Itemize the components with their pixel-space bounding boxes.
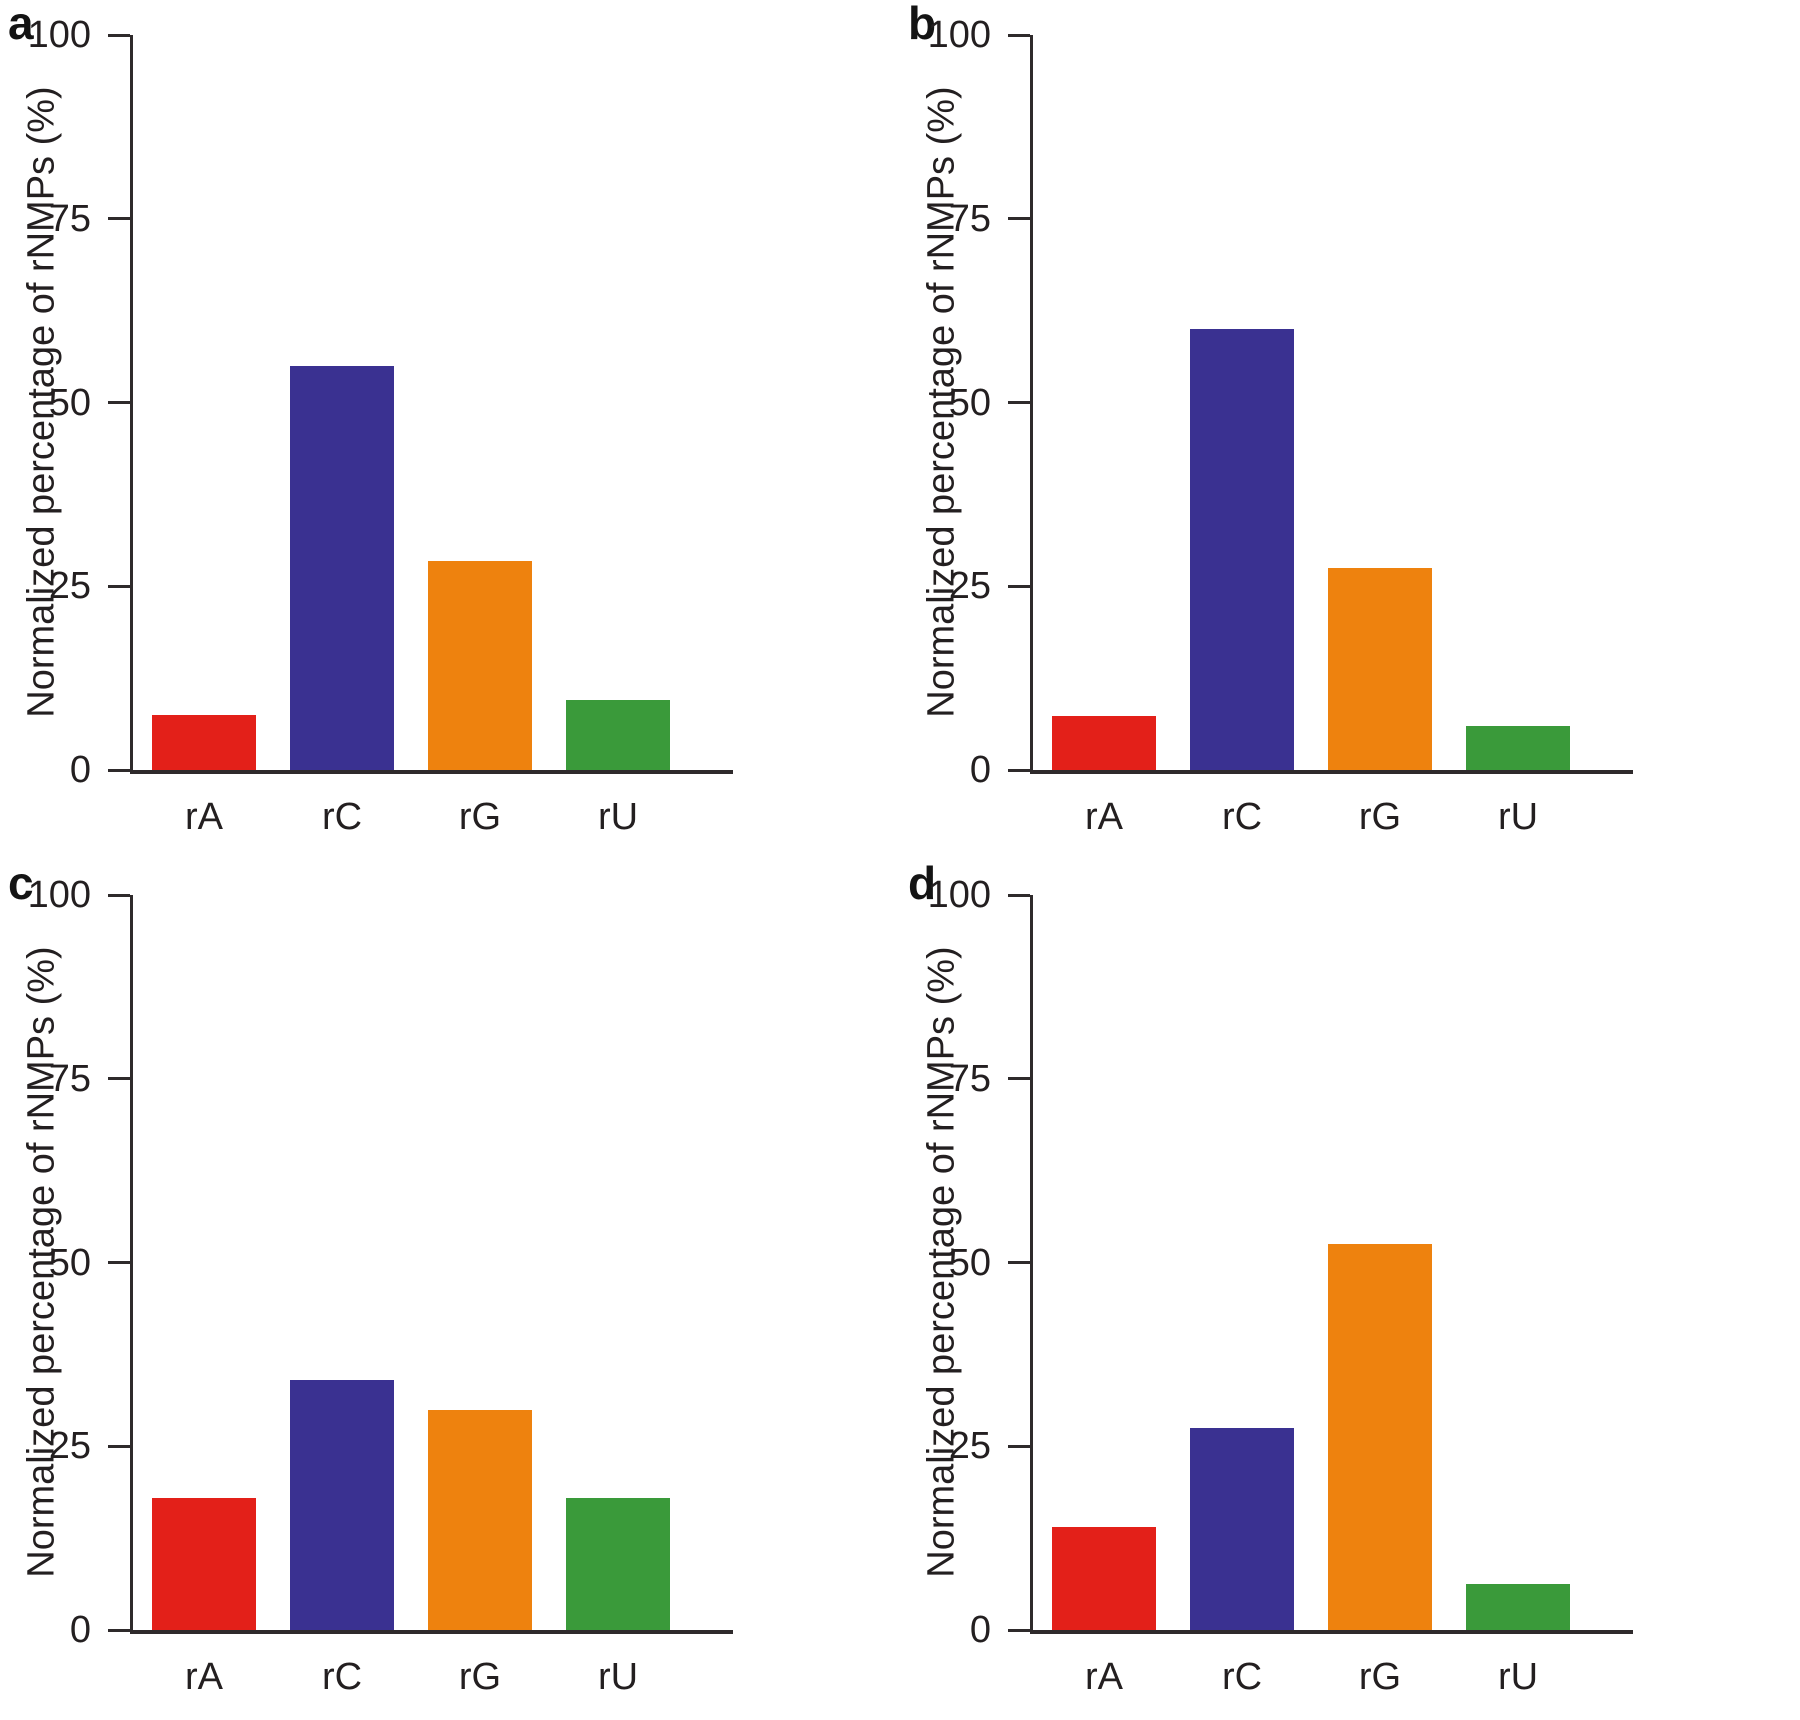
y-axis-tick-label: 100 (927, 14, 991, 56)
y-axis-tick (1008, 217, 1030, 221)
y-axis-tick (1008, 584, 1030, 588)
y-axis-tick-label: 100 (27, 874, 91, 916)
bar-rU (1466, 1583, 1570, 1630)
y-axis-tick (1008, 401, 1030, 404)
chart-panel: b Normalized percentage of rNMPs (%) 0 25… (900, 0, 1800, 860)
bar-rU (1466, 725, 1570, 770)
y-axis-tick-label: 0 (969, 749, 991, 791)
bar-rA (152, 1497, 256, 1630)
y-axis-tick (108, 768, 130, 772)
y-axis-tick-label: 25 (948, 565, 991, 608)
plot-area: 0 25 50 75 100 rA rC rG rU (928, 16, 1633, 836)
x-category-label: rC (1221, 1656, 1263, 1698)
y-axis-tick (1008, 33, 1030, 37)
y-axis-tick (108, 217, 130, 221)
x-category-label: rG (1358, 1656, 1402, 1698)
x-category-label: rA (185, 796, 223, 838)
x-category-label: rC (321, 1656, 363, 1698)
y-axis-tick-label: 50 (48, 1241, 91, 1284)
bar-rG (1328, 1244, 1432, 1630)
y-axis-tick-label: 50 (948, 1241, 991, 1284)
x-category-label: rU (1497, 1656, 1539, 1698)
panel-letter-label: a (8, 0, 34, 49)
y-axis-tick-label: 75 (948, 197, 991, 240)
x-category-label: rA (185, 1656, 223, 1698)
bar-rA (1052, 716, 1156, 770)
y-axis-tick (1008, 768, 1030, 772)
bar-rG (428, 560, 532, 770)
y-axis-tick (108, 1444, 130, 1448)
x-category-label: rA (1085, 796, 1123, 838)
bar-rC (290, 1380, 394, 1630)
bar-rC (290, 365, 394, 770)
panel-letter-label: b (908, 0, 937, 49)
bar-rU (566, 1497, 670, 1630)
plot-area: 0 25 50 75 100 rA rC rG rU (928, 876, 1633, 1696)
x-category-label: rU (597, 796, 639, 838)
y-axis-tick-label: 50 (48, 381, 91, 424)
y-axis-tick-label: 75 (948, 1057, 991, 1100)
y-axis-tick (108, 584, 130, 588)
y-axis-tick-label: 25 (948, 1425, 991, 1468)
x-category-label: rU (597, 1656, 639, 1698)
y-axis-tick-label: 25 (48, 565, 91, 608)
x-category-label: rC (321, 796, 363, 838)
y-axis-tick-label: 75 (48, 1057, 91, 1100)
x-category-label: rC (1221, 796, 1263, 838)
x-category-label: rU (1497, 796, 1539, 838)
x-category-label: rG (1358, 796, 1402, 838)
panel-letter-label: c (8, 857, 34, 909)
y-axis-tick-label: 0 (69, 1609, 91, 1651)
panel-letter-label: d (908, 857, 937, 909)
bar-rG (1328, 567, 1432, 770)
y-axis-tick-label: 100 (27, 14, 91, 56)
bar-rA (1052, 1527, 1156, 1630)
y-axis-tick-label: 75 (48, 197, 91, 240)
plot-area: 0 25 50 75 100 rA rC rG rU (28, 876, 733, 1696)
y-axis-tick (108, 893, 130, 897)
x-category-label: rG (458, 1656, 502, 1698)
y-axis-tick-label: 0 (69, 749, 91, 791)
y-axis-tick (108, 33, 130, 37)
bar-rC (1190, 329, 1294, 770)
y-axis-tick-label: 25 (48, 1425, 91, 1468)
bar-rA (152, 714, 256, 770)
y-axis-tick (1008, 1628, 1030, 1632)
bar-rC (1190, 1427, 1294, 1630)
chart-panel: c Normalized percentage of rNMPs (%) 0 25… (0, 860, 900, 1720)
y-axis-tick (108, 1077, 130, 1081)
y-axis-tick (108, 401, 130, 404)
chart-panel: d Normalized percentage of rNMPs (%) 0 25… (900, 860, 1800, 1720)
y-axis-tick (1008, 1261, 1030, 1264)
bar-rU (566, 700, 670, 770)
y-axis-tick (1008, 893, 1030, 897)
y-axis-tick (108, 1628, 130, 1632)
y-axis-tick-label: 100 (927, 874, 991, 916)
x-category-label: rG (458, 796, 502, 838)
y-axis-tick (108, 1261, 130, 1264)
y-axis-tick (1008, 1077, 1030, 1081)
y-axis-tick-label: 0 (969, 1609, 991, 1651)
chart-panel: a Normalized percentage of rNMPs (%) 0 25… (0, 0, 900, 860)
bar-rG (428, 1409, 532, 1630)
y-axis-tick-label: 50 (948, 381, 991, 424)
plot-area: 0 25 50 75 100 rA rC rG rU (28, 16, 733, 836)
y-axis-tick (1008, 1444, 1030, 1448)
x-category-label: rA (1085, 1656, 1123, 1698)
